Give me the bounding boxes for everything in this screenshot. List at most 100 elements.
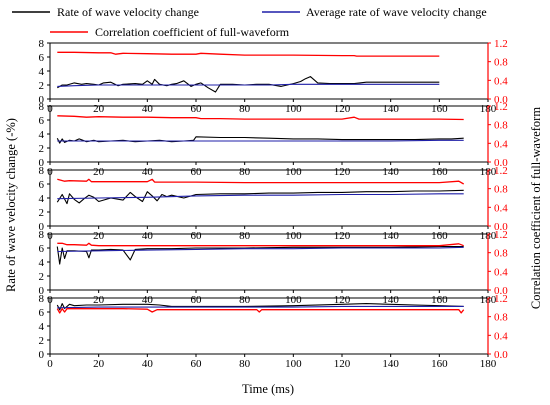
x-tick-label: 40: [142, 294, 154, 306]
x-tick-label: 20: [93, 294, 105, 306]
y-tick-label-right: 1.2: [494, 229, 508, 241]
y-tick-label-left: 8: [39, 101, 45, 113]
x-axis-label: Time (ms): [242, 382, 294, 396]
y-axis-left-label: Rate of wave velocity change (-%): [4, 118, 18, 292]
x-tick-label: 100: [285, 103, 302, 115]
series-line-correlation-panel-4: [57, 242, 464, 247]
y-tick-label-left: 0: [39, 349, 45, 361]
x-tick-label: 120: [334, 103, 351, 115]
x-tick-label: 140: [382, 166, 399, 178]
plot-frame: [49, 233, 489, 291]
y-tick-label-right: 0.0: [494, 285, 508, 297]
y-tick-label-right: 0.4: [494, 75, 508, 87]
y-tick-label-right: 0.0: [494, 349, 508, 361]
y-tick-label-right: 1.2: [494, 293, 508, 305]
y-tick-label-left: 4: [39, 193, 45, 205]
y-tick-label-left: 0: [39, 157, 45, 169]
series-line-rate-panel-3: [56, 189, 464, 205]
x-tick-label: 160: [431, 358, 448, 370]
y-tick-label-left: 2: [39, 207, 45, 219]
x-tick-label: 120: [334, 230, 351, 242]
series-line-average-panel-1: [57, 83, 440, 87]
y-tick-label-right: 0.8: [494, 120, 508, 132]
x-tick-label: 100: [285, 230, 302, 242]
x-tick-label: 120: [334, 294, 351, 306]
plot-frame: [49, 42, 489, 100]
series-line-average-panel-5: [57, 305, 464, 309]
y-tick-label-right: 0.8: [494, 184, 508, 196]
x-tick-label: 160: [431, 166, 448, 178]
x-tick-label: 120: [334, 166, 351, 178]
y-tick-label-left: 6: [39, 52, 45, 64]
y-tick-label-right: 0.8: [494, 312, 508, 324]
legend-label-average: Average rate of wave velocity change: [306, 5, 487, 19]
series-line-rate-panel-5: [56, 303, 464, 311]
series-line-correlation-panel-1: [57, 51, 440, 57]
x-tick-label: 140: [382, 358, 399, 370]
x-tick-label: 40: [142, 358, 154, 370]
x-tick-label: 140: [382, 294, 399, 306]
x-tick-label: 100: [285, 294, 302, 306]
x-tick-label: 60: [191, 294, 203, 306]
x-tick-label: 180: [480, 358, 497, 370]
y-tick-label-right: 0.4: [494, 330, 508, 342]
x-tick-label: 80: [239, 358, 251, 370]
x-tick-label: 140: [382, 103, 399, 115]
series-line-average-panel-4: [57, 246, 464, 253]
y-tick-label-left: 4: [39, 257, 45, 269]
y-tick-label-left: 6: [39, 115, 45, 127]
series-line-rate-panel-2: [56, 136, 464, 144]
series-line-correlation-panel-3: [57, 178, 465, 185]
panel-1: 0 20 40 60 80 100 120 140 160 180024680.00.40.81.…: [39, 38, 509, 115]
y-tick-label-right: 0.4: [494, 202, 508, 214]
x-tick-label: 40: [142, 166, 154, 178]
series-line-rate-panel-1: [57, 76, 440, 93]
y-tick-label-left: 4: [39, 321, 45, 333]
x-tick-label: 40: [142, 230, 154, 242]
x-tick-label: 20: [93, 166, 105, 178]
x-tick-label: 80: [239, 103, 251, 115]
y-tick-label-right: 0.8: [494, 248, 508, 260]
y-tick-label-right: 0.0: [494, 94, 508, 106]
x-tick-label: 100: [285, 166, 302, 178]
y-tick-label-right: 0.0: [494, 157, 508, 169]
panels: 0 20 40 60 80 100 120 140 160 180024680.00.40.81.…: [39, 38, 509, 370]
y-tick-label-left: 6: [39, 307, 45, 319]
x-tick-label: 60: [191, 103, 203, 115]
x-tick-label: 100: [285, 358, 302, 370]
x-tick-label: 40: [142, 103, 154, 115]
y-tick-label-left: 4: [39, 66, 45, 78]
x-tick-label: 0: [47, 358, 53, 370]
y-tick-label-left: 8: [39, 38, 45, 50]
panel-4: 0 20 40 60 80 100 120 140 160 180024680.00.40.81.…: [39, 229, 509, 306]
series-line-correlation-panel-5: [56, 308, 465, 314]
panel-3: 0 20 40 60 80 100 120 140 160 180024680.00.40.81.…: [39, 165, 509, 242]
y-tick-label-right: 0.0: [494, 221, 508, 233]
y-tick-label-left: 8: [39, 165, 45, 177]
y-tick-label-left: 2: [39, 80, 45, 92]
y-tick-label-right: 1.2: [494, 101, 508, 113]
y-tick-label-left: 6: [39, 243, 45, 255]
y-tick-label-right: 0.8: [494, 57, 508, 69]
y-tick-label-left: 2: [39, 335, 45, 347]
x-tick-label: 20: [93, 358, 105, 370]
y-tick-label-right: 0.4: [494, 138, 508, 150]
x-tick-label: 160: [431, 294, 448, 306]
x-tick-label: 80: [239, 166, 251, 178]
y-tick-label-left: 8: [39, 293, 45, 305]
y-tick-label-left: 2: [39, 271, 45, 283]
y-tick-label-left: 6: [39, 179, 45, 191]
x-tick-label: 140: [382, 230, 399, 242]
legend-label-rate: Rate of wave velocity change: [57, 5, 199, 19]
y-tick-label-left: 0: [39, 285, 45, 297]
x-tick-label: 60: [191, 166, 203, 178]
x-tick-label: 60: [191, 230, 203, 242]
y-tick-label-right: 0.4: [494, 266, 508, 278]
legend-label-correlation: Correlation coefficient of full-waveform: [95, 25, 290, 39]
y-tick-label-left: 8: [39, 229, 45, 241]
y-tick-label-right: 1.2: [494, 165, 508, 177]
series-line-correlation-panel-2: [57, 115, 464, 121]
legend: Rate of wave velocity change Average rat…: [12, 5, 487, 39]
y-tick-label-right: 1.2: [494, 38, 508, 50]
